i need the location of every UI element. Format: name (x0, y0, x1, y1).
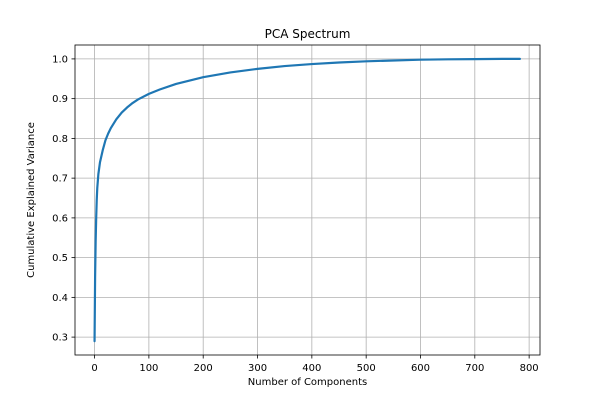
y-tick-label: 0.5 (52, 253, 68, 264)
y-tick-label: 0.9 (52, 94, 68, 105)
y-tick-label: 0.4 (52, 293, 68, 304)
x-axis-label: Number of Components (248, 377, 367, 388)
y-tick-label: 1.0 (52, 54, 68, 65)
chart-title: PCA Spectrum (265, 27, 351, 41)
grid-lines (75, 45, 540, 355)
y-tick-label: 0.7 (52, 174, 68, 185)
x-tick-label: 800 (520, 363, 539, 374)
x-tick-label: 100 (139, 363, 158, 374)
y-axis-label: Cumulative Explained Variance (26, 122, 37, 278)
x-tick-label: 500 (357, 363, 376, 374)
x-tick-label: 700 (465, 363, 484, 374)
x-tick-label: 0 (91, 363, 97, 374)
plot-frame (74, 44, 541, 356)
x-tick-label: 400 (302, 363, 321, 374)
axis-ticks: 0 100 200 300 400 500 600 700 800 0.3 0.4 0.5 0.6 0.7… (52, 54, 539, 374)
y-tick-label: 0.3 (52, 333, 68, 344)
series-lines (93, 57, 522, 343)
cumulative-variance-line (93, 57, 522, 343)
x-tick-label: 600 (411, 363, 430, 374)
x-tick-label: 300 (248, 363, 267, 374)
x-tick-label: 200 (194, 363, 213, 374)
y-tick-label: 0.6 (52, 213, 68, 224)
y-tick-label: 0.8 (52, 134, 68, 145)
